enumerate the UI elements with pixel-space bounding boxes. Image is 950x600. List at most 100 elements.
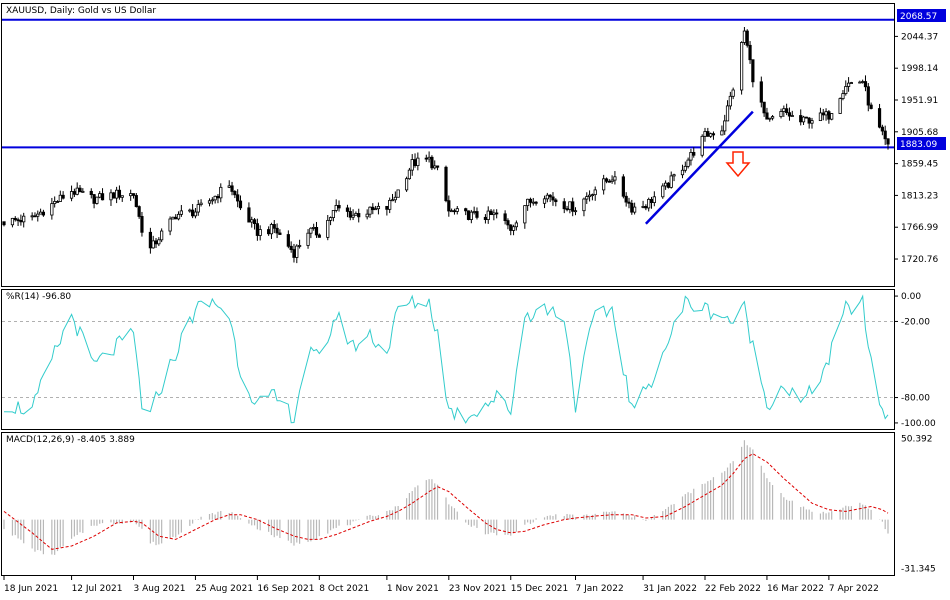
candle-body xyxy=(475,211,479,218)
price-candle xyxy=(751,59,755,88)
candle-body xyxy=(686,159,690,167)
candle-body xyxy=(196,204,200,213)
price-candle xyxy=(455,206,459,215)
candle-body xyxy=(117,189,122,198)
williams-r-title: %R(14) -96.80 xyxy=(6,292,71,302)
macd-panel[interactable] xyxy=(1,432,895,576)
price-candle xyxy=(78,185,82,193)
candle-body xyxy=(98,193,102,198)
price-candle xyxy=(176,211,181,221)
candle-body xyxy=(295,245,299,258)
price-candle xyxy=(129,189,133,201)
price-candle xyxy=(782,105,786,118)
candle-body xyxy=(866,86,870,106)
price-candle xyxy=(385,205,389,216)
candle-body xyxy=(89,190,93,195)
price-candle xyxy=(548,194,552,203)
candle-body xyxy=(58,194,62,202)
price-candle xyxy=(404,176,409,192)
price-candle xyxy=(160,228,164,243)
candle-body xyxy=(751,59,755,83)
price-candle xyxy=(585,192,589,204)
candle-body xyxy=(354,213,358,216)
price-candle xyxy=(523,205,527,229)
x-axis-label: 22 Feb 2022 xyxy=(705,584,761,594)
price-candle xyxy=(100,188,105,201)
price-candle xyxy=(804,116,808,119)
candle-body xyxy=(191,209,195,217)
price-candle xyxy=(81,188,85,193)
candle-body xyxy=(740,42,744,91)
price-candle xyxy=(770,115,775,121)
price-candle xyxy=(36,210,40,222)
price-candle xyxy=(390,193,395,202)
price-candle xyxy=(207,198,212,207)
price-candle xyxy=(846,77,851,92)
candle-body xyxy=(602,178,606,191)
price-candle xyxy=(858,80,862,84)
price-panel[interactable] xyxy=(1,3,895,287)
candle-body xyxy=(115,189,119,199)
candle-body xyxy=(593,189,597,196)
candle-body xyxy=(782,108,786,112)
candle-body xyxy=(33,215,37,218)
price-candle xyxy=(196,199,200,216)
price-candle xyxy=(883,125,887,145)
candle-body xyxy=(492,212,496,216)
candle-body xyxy=(770,116,775,119)
price-candle xyxy=(568,201,572,214)
candle-body xyxy=(610,179,614,183)
candle-body xyxy=(236,194,240,202)
candle-body xyxy=(590,194,594,197)
price-candle xyxy=(286,230,290,249)
candle-body xyxy=(171,216,175,220)
candle-body xyxy=(604,178,609,182)
price-candle xyxy=(252,218,257,230)
price-axis-label: 2044.37 xyxy=(901,32,938,42)
candle-body xyxy=(238,200,243,209)
candle-body xyxy=(168,218,172,232)
price-candle xyxy=(740,41,744,95)
candle-body xyxy=(213,195,217,201)
price-candle xyxy=(709,132,713,138)
price-candle xyxy=(191,204,195,219)
candle-body xyxy=(151,240,155,249)
candle-body xyxy=(863,81,868,88)
price-candle xyxy=(450,208,454,213)
price-candle xyxy=(827,110,831,124)
candle-body xyxy=(759,81,763,103)
candle-body xyxy=(16,219,20,222)
price-candle xyxy=(706,127,710,137)
price-candle xyxy=(41,209,46,217)
price-candle xyxy=(427,151,431,163)
price-candle xyxy=(278,229,282,235)
price-candle xyxy=(444,165,448,203)
candle-body xyxy=(720,130,724,136)
candle-body xyxy=(157,239,161,245)
candle-body xyxy=(19,220,23,223)
macd-title: MACD(12,26,9) -8.405 3.889 xyxy=(6,435,135,445)
candle-body xyxy=(444,166,448,202)
price-candle xyxy=(326,215,330,241)
candle-body xyxy=(531,201,535,204)
candle-body xyxy=(838,98,842,114)
candle-body xyxy=(337,204,341,209)
candle-body xyxy=(216,195,220,199)
candle-body xyxy=(154,240,158,245)
candle-body xyxy=(13,217,17,221)
candle-body xyxy=(278,232,282,235)
price-candle xyxy=(779,108,783,119)
price-candle xyxy=(607,179,611,183)
price-candle xyxy=(388,197,392,214)
price-candle xyxy=(863,75,868,92)
price-candle xyxy=(95,196,99,205)
price-candle xyxy=(838,97,842,114)
candle-body xyxy=(219,186,223,199)
williams-r-panel[interactable] xyxy=(1,289,895,430)
price-candle xyxy=(416,152,420,171)
price-candle xyxy=(168,216,172,236)
candle-body xyxy=(607,180,611,183)
price-candle xyxy=(72,188,76,198)
candle-body xyxy=(160,230,164,241)
x-axis-label: 15 Dec 2021 xyxy=(511,584,569,594)
